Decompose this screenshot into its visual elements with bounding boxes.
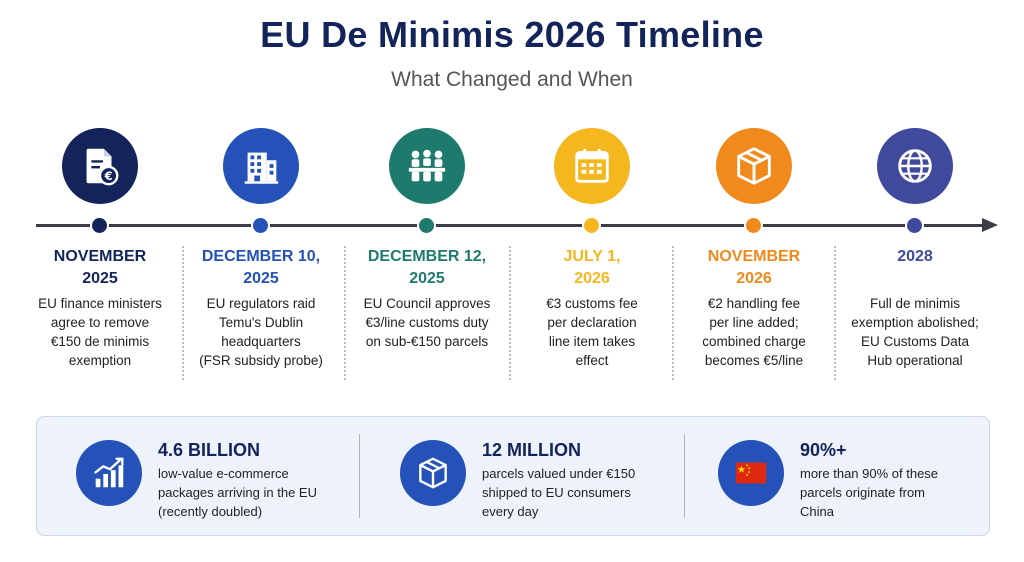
timeline-icon-5 [716, 128, 792, 204]
stat-desc-2: parcels valued under €150 shipped to EU … [482, 464, 672, 521]
globe-icon [898, 149, 932, 183]
timeline-icon-4 [554, 128, 630, 204]
date-line: DECEMBER 12, [367, 248, 487, 265]
desc-line: parcels originate from [800, 485, 925, 500]
timeline-icon-3 [389, 128, 465, 204]
desc-line: headquarters [221, 334, 301, 349]
date-line: 2026 [736, 270, 772, 287]
date-line: 2025 [243, 270, 279, 287]
desc-line: exemption [68, 353, 132, 368]
desc-line: (FSR subsidy probe) [199, 353, 323, 368]
date-line: 2026 [574, 270, 610, 287]
timeline-axis [36, 224, 986, 227]
desc-line: Hub operational [867, 353, 963, 368]
parcel-box-icon [419, 457, 447, 489]
desc-line: every day [482, 504, 539, 519]
timeline-dot-2 [251, 216, 270, 235]
timeline-icon-6 [877, 128, 953, 204]
timeline-separator [834, 246, 836, 380]
desc-line: EU Council approves [363, 296, 491, 311]
date-line: 2028 [897, 248, 933, 265]
timeline-separator [672, 246, 674, 380]
calendar-icon [575, 148, 609, 183]
date-line: 2025 [409, 270, 445, 287]
desc-line: combined charge [702, 334, 806, 349]
desc-line: on sub-€150 parcels [365, 334, 489, 349]
parcel-box-icon [737, 147, 771, 185]
date-line: JULY 1, [563, 248, 621, 265]
desc-line: effect [575, 353, 609, 368]
timeline-separator [509, 246, 511, 380]
timeline-date-3: DECEMBER 12, 2025 [347, 246, 507, 290]
timeline-date-5: NOVEMBER 2026 [674, 246, 834, 290]
timeline-dot-3 [417, 216, 436, 235]
desc-line: per declaration [547, 315, 637, 330]
stat-desc-1: low-value e-commerce packages arriving i… [158, 464, 348, 521]
desc-line: line item takes [548, 334, 636, 349]
desc-line: China [800, 504, 834, 519]
timeline-date-2: DECEMBER 10, 2025 [181, 246, 341, 290]
stat-value-2: 12 MILLION [482, 440, 582, 460]
timeline-desc-1: EU finance ministers agree to remove €15… [20, 294, 180, 370]
date-line: NOVEMBER [707, 248, 801, 265]
china-flag-icon [735, 462, 767, 484]
desc-line: Full de minimis [869, 296, 961, 311]
page-title: EU De Minimis 2026 Timeline [260, 14, 764, 55]
date-line: 2025 [82, 270, 118, 287]
timeline-date-1: NOVEMBER 2025 [20, 246, 180, 290]
timeline-desc-3: EU Council approves €3/line customs duty… [347, 294, 507, 351]
desc-line: more than 90% of these [800, 466, 939, 481]
stat-icon-3 [718, 440, 784, 506]
timeline-desc-2: EU regulators raid Temu's Dublin headqua… [181, 294, 341, 370]
desc-line: Temu's Dublin [218, 315, 304, 330]
desc-line: becomes €5/line [704, 353, 804, 368]
desc-line: packages arriving in the EU [158, 485, 317, 500]
timeline-dot-1 [90, 216, 109, 235]
stat-icon-2 [400, 440, 466, 506]
timeline-desc-4: €3 customs fee per declaration line item… [512, 294, 672, 370]
stat-value-3: 90%+ [800, 440, 847, 460]
building-icon [244, 152, 279, 184]
desc-line: shipped to EU consumers [482, 485, 631, 500]
desc-line: EU Customs Data [860, 334, 970, 349]
timeline-arrow-icon [982, 218, 998, 232]
desc-line: €3/line customs duty [365, 315, 489, 330]
stats-panel [36, 416, 990, 536]
stat-value-1: 4.6 BILLION [158, 440, 261, 460]
timeline-desc-6: Full de minimis exemption abolished; EU … [835, 294, 995, 370]
desc-line: per line added; [709, 315, 799, 330]
stat-separator [684, 434, 685, 518]
desc-line: exemption abolished; [851, 315, 979, 330]
stat-desc-3: more than 90% of these parcels originate… [800, 464, 990, 521]
council-meeting-icon [408, 149, 446, 182]
desc-line: €150 de minimis [50, 334, 150, 349]
timeline-dot-5 [744, 216, 763, 235]
page-subtitle: What Changed and When [391, 68, 633, 91]
desc-line: EU regulators raid [206, 296, 316, 311]
timeline-dot-4 [582, 216, 601, 235]
desc-line: €3 customs fee [546, 296, 638, 311]
timeline-date-4: JULY 1, 2026 [512, 246, 672, 290]
timeline-dot-6 [905, 216, 924, 235]
date-line: NOVEMBER [53, 248, 147, 265]
desc-line: €2 handling fee [707, 296, 801, 311]
stat-icon-1 [76, 440, 142, 506]
desc-line: parcels valued under €150 [482, 466, 636, 481]
document-euro-icon: € [86, 148, 119, 186]
desc-line: low-value e-commerce [158, 466, 289, 481]
timeline-icon-1: € [62, 128, 138, 204]
desc-line: agree to remove [50, 315, 150, 330]
desc-line: EU finance ministers [38, 296, 162, 311]
date-line: DECEMBER 10, [201, 248, 321, 265]
stat-separator [359, 434, 360, 518]
timeline-separator [344, 246, 346, 380]
svg-text:€: € [104, 169, 113, 183]
timeline-separator [182, 246, 184, 380]
timeline-desc-5: €2 handling fee per line added; combined… [674, 294, 834, 370]
desc-line: (recently doubled) [158, 504, 263, 519]
timeline-icon-2 [223, 128, 299, 204]
timeline-date-6: 2028 [835, 246, 995, 268]
growth-chart-icon [94, 457, 124, 488]
